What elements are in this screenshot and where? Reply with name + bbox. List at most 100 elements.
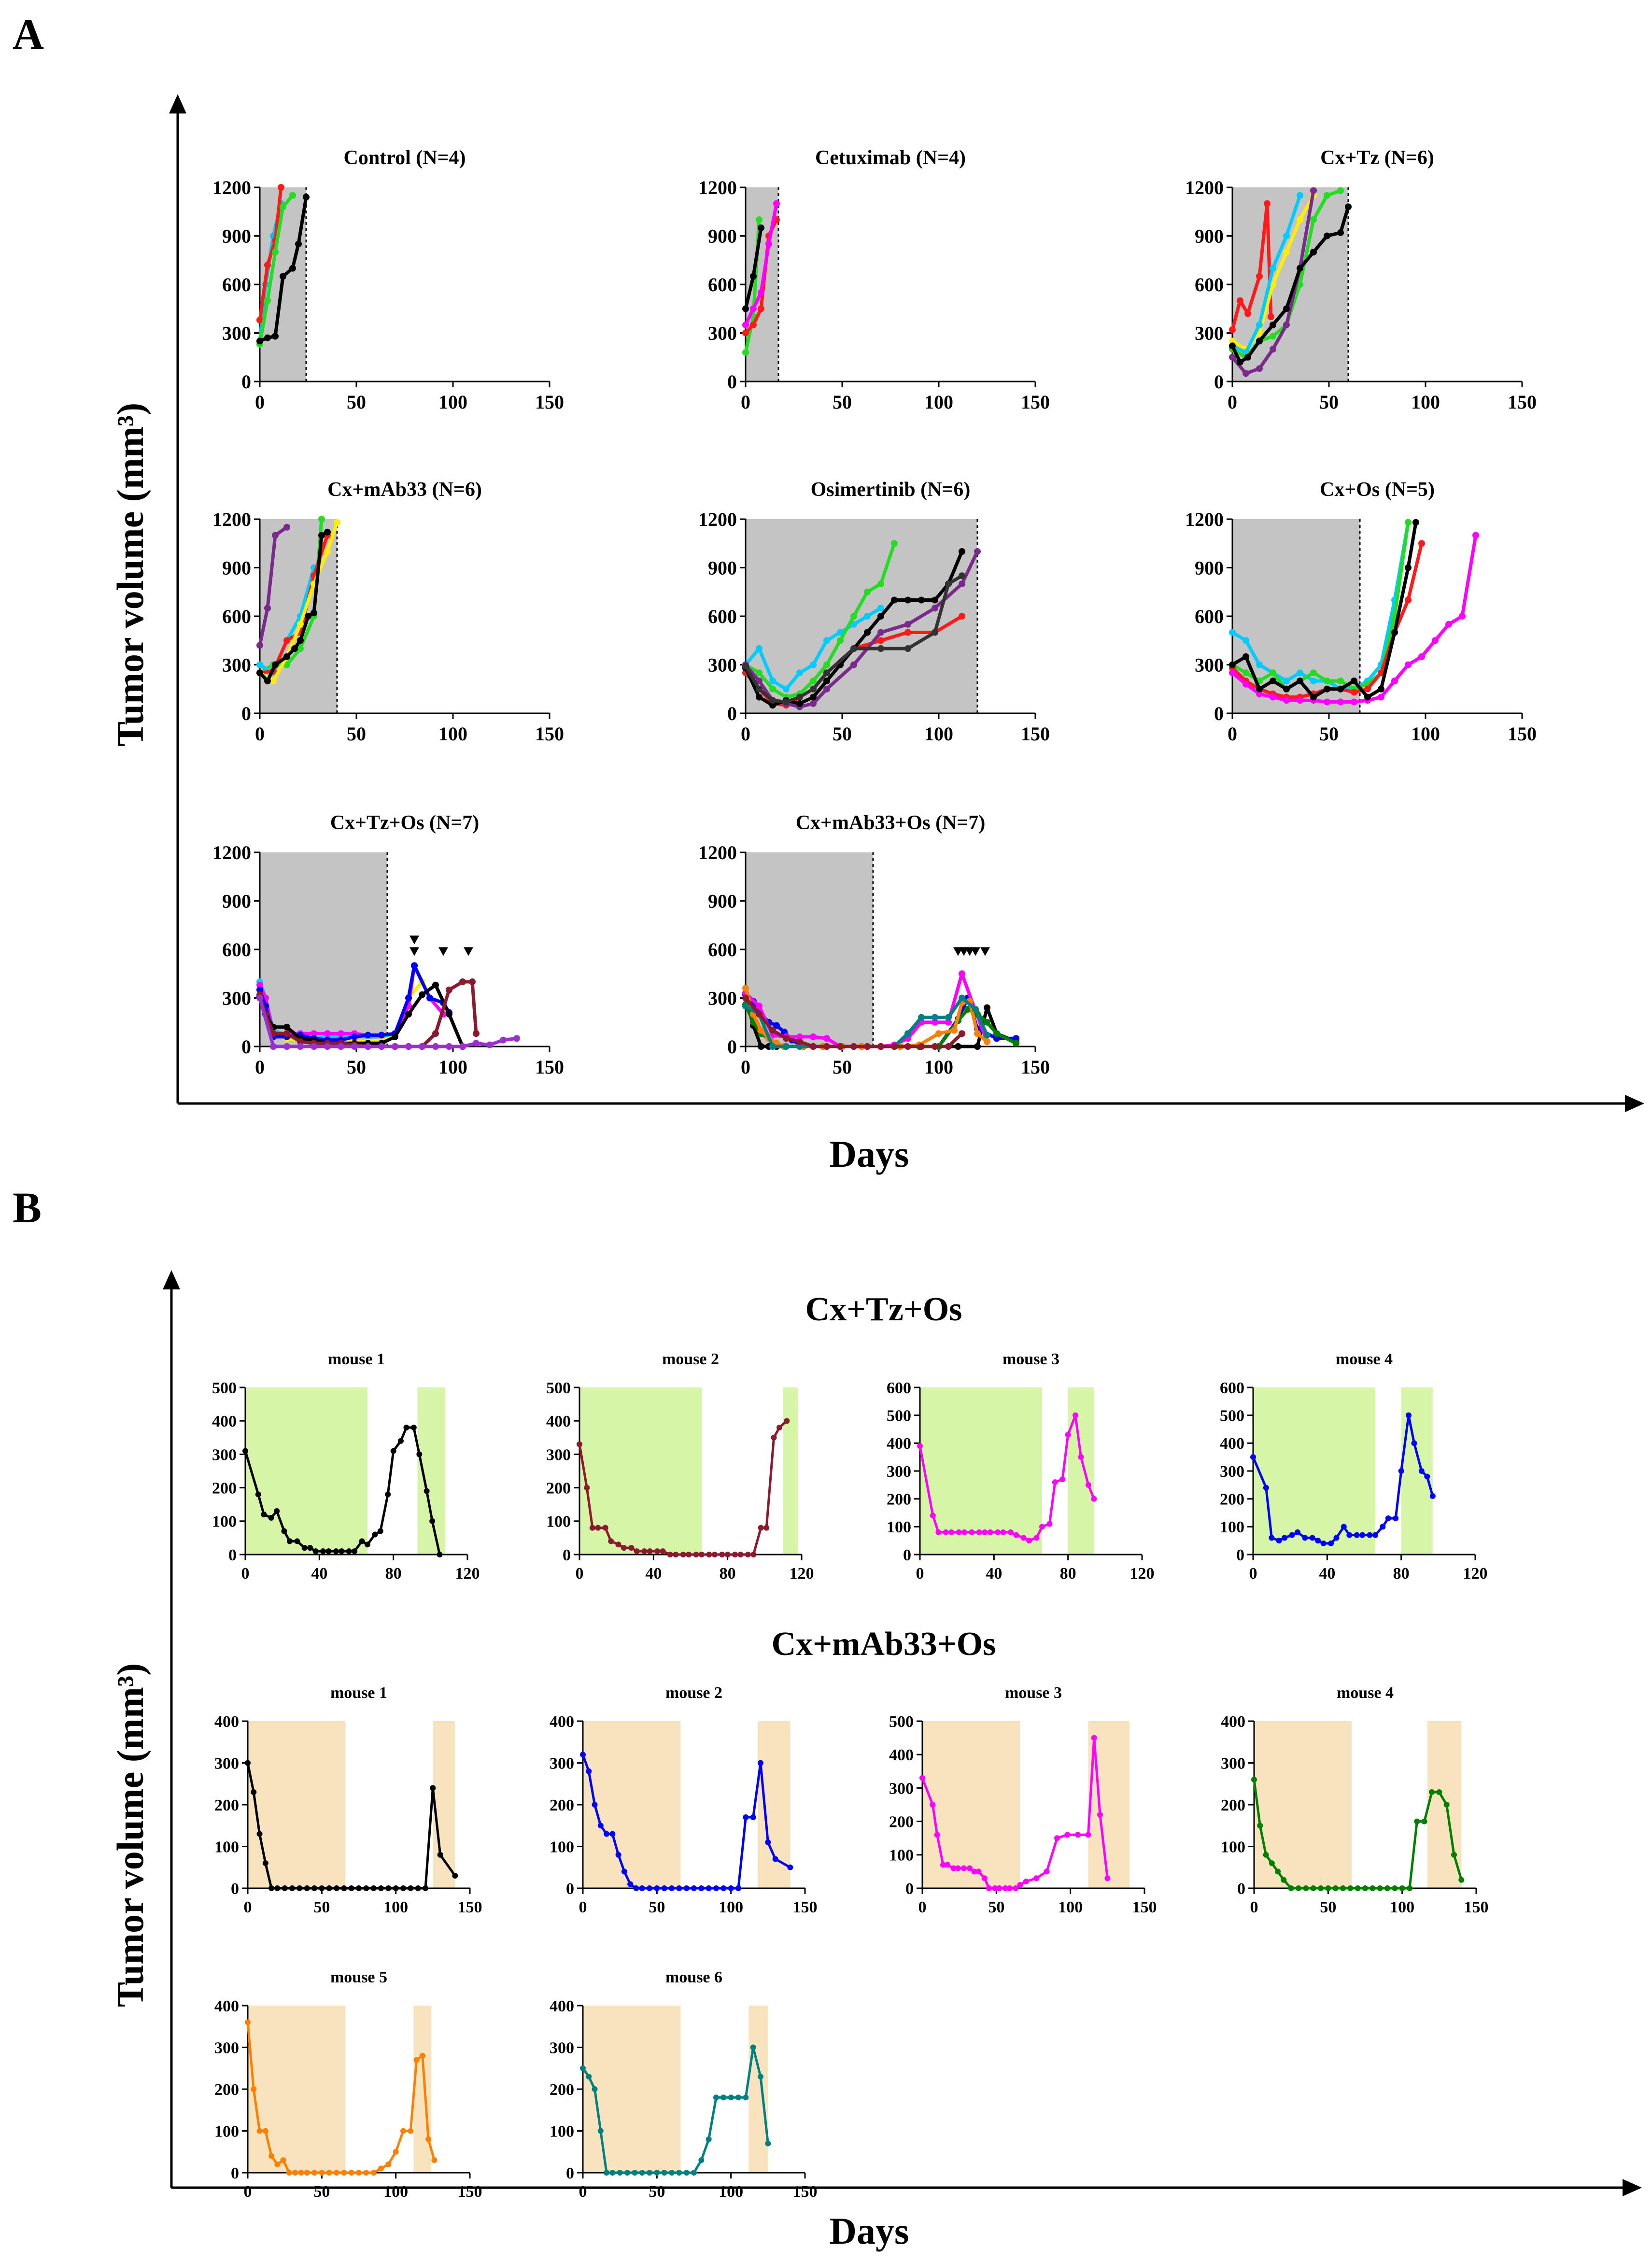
data-point <box>758 2074 763 2080</box>
data-point <box>400 1885 406 1891</box>
x-tick-label: 150 <box>1021 723 1050 745</box>
y-tick-label: 1200 <box>212 177 251 198</box>
data-point <box>660 1548 666 1555</box>
y-tick-label: 0 <box>231 2164 239 2182</box>
x-tick-label: 0 <box>1228 723 1237 745</box>
x-tick-label: 100 <box>924 391 953 413</box>
data-point <box>268 1885 275 1891</box>
data-point <box>459 978 466 985</box>
data-point <box>976 1529 982 1535</box>
data-point <box>810 1043 817 1050</box>
data-point <box>1337 229 1344 236</box>
y-tick-label: 200 <box>887 1491 911 1509</box>
data-point <box>756 1011 762 1018</box>
data-point <box>1458 1877 1465 1883</box>
data-point <box>1297 192 1303 199</box>
data-point <box>365 1043 371 1050</box>
data-point <box>850 1043 857 1050</box>
y-tick-label: 300 <box>1220 1463 1244 1481</box>
data-point <box>297 637 304 644</box>
data-point <box>783 685 790 693</box>
data-point <box>341 1885 347 1891</box>
y-tick-label: 100 <box>1221 1838 1245 1856</box>
data-point <box>1243 680 1249 688</box>
data-point <box>823 661 830 668</box>
data-point <box>1283 685 1290 693</box>
y-tick-label: 400 <box>887 1435 911 1453</box>
data-point <box>242 1448 248 1454</box>
data-point <box>604 1831 610 1837</box>
data-point <box>1104 1875 1111 1881</box>
data-point <box>597 2128 604 2134</box>
data-point <box>251 1789 257 1796</box>
data-point <box>1002 1885 1008 1891</box>
data-point <box>615 1852 621 1858</box>
x-tick-label: 50 <box>649 1898 665 1916</box>
data-point <box>877 1043 884 1050</box>
data-point <box>624 2170 630 2176</box>
treatment-window <box>757 1721 791 1888</box>
data-point <box>1007 1529 1014 1535</box>
data-point <box>969 1529 975 1535</box>
data-point <box>1237 297 1243 304</box>
data-point <box>1337 678 1344 684</box>
data-point <box>1378 693 1384 701</box>
x-tick-label: 100 <box>924 1056 953 1078</box>
data-point <box>334 2170 339 2176</box>
data-point <box>1244 354 1251 361</box>
data-point <box>945 1862 951 1868</box>
data-point <box>669 1885 675 1891</box>
y-tick-label: 1200 <box>1185 177 1224 198</box>
data-point <box>1229 354 1236 361</box>
x-tick-label: 0 <box>741 391 750 413</box>
data-point <box>676 1885 682 1891</box>
chart-0: Control (N=4) 0 300 600 900 1200 0 50 100 150 <box>212 147 564 413</box>
data-point <box>311 2170 317 2176</box>
data-point <box>339 1548 345 1555</box>
data-point <box>1412 519 1419 526</box>
y-tick-label: 300 <box>887 1463 911 1481</box>
y-tick-label: 400 <box>889 1746 914 1764</box>
data-point <box>334 519 340 526</box>
data-point <box>1310 249 1317 255</box>
x-tick-label: 100 <box>438 723 467 745</box>
data-point <box>429 1518 436 1524</box>
data-point <box>1310 216 1317 223</box>
data-point <box>758 1027 764 1034</box>
data-point <box>1337 685 1344 693</box>
data-point <box>282 1885 288 1891</box>
y-tick-label: 400 <box>546 1413 571 1430</box>
data-point <box>850 613 857 620</box>
data-point <box>950 1865 957 1871</box>
treatment-window <box>1253 1387 1375 1555</box>
chart-2: Cx+Tz (N=6) 0 300 600 900 1200 0 50 100 150 <box>1185 147 1537 413</box>
data-point <box>1250 1454 1256 1460</box>
data-point <box>1033 1875 1040 1881</box>
data-point <box>431 2157 438 2164</box>
data-point <box>1283 678 1290 684</box>
y-tick-label: 900 <box>1195 557 1224 579</box>
data-point <box>634 1548 640 1555</box>
data-point <box>1398 1468 1404 1474</box>
x-tick-label: 150 <box>458 1898 482 1916</box>
data-point <box>995 1529 1001 1535</box>
data-point <box>1243 637 1249 644</box>
data-point <box>1091 1496 1097 1502</box>
data-point <box>264 678 271 684</box>
treatment-window <box>1068 1387 1094 1555</box>
treatment-window <box>245 1387 367 1555</box>
data-point <box>673 1552 679 1557</box>
x-tick-label: 120 <box>790 1565 814 1583</box>
data-point <box>1026 1538 1032 1544</box>
data-point <box>956 1529 962 1535</box>
data-point <box>742 985 749 992</box>
data-point <box>974 1043 981 1050</box>
data-point <box>363 1885 369 1891</box>
data-point <box>338 1030 344 1037</box>
data-point <box>743 1814 749 1820</box>
x-tick-label: 0 <box>241 1565 250 1583</box>
y-tick-label: 400 <box>214 1713 239 1731</box>
y-tick-label: 0 <box>727 371 737 393</box>
data-point <box>987 1529 993 1535</box>
data-point <box>1378 669 1384 677</box>
